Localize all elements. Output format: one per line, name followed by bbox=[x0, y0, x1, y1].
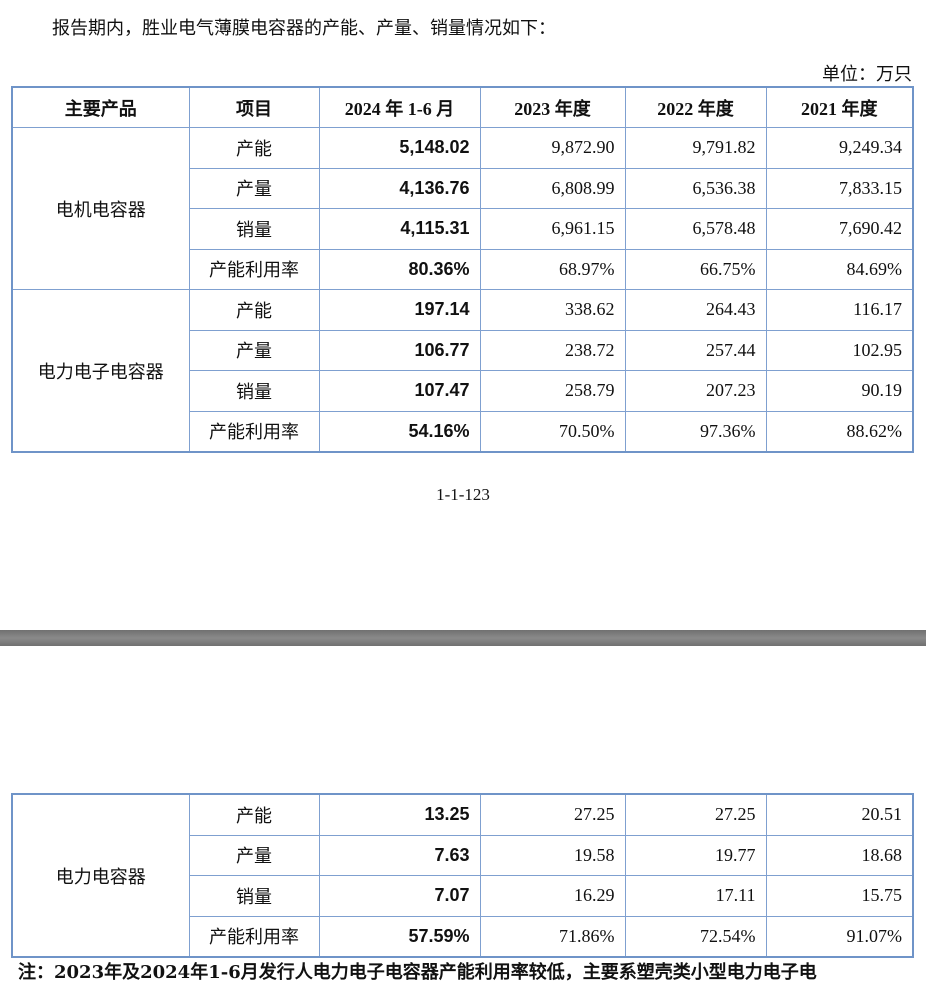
table-row: 产能利用率 57.59% 71.86% 72.54% 91.07% bbox=[12, 915, 914, 958]
value-cell: 4,115.31 bbox=[318, 208, 481, 250]
value-cell: 13.25 bbox=[318, 793, 481, 836]
value-cell: 84.69% bbox=[765, 248, 914, 290]
value-cell: 54.16% bbox=[318, 410, 481, 453]
value-cell: 238.72 bbox=[479, 329, 626, 371]
value-cell: 338.62 bbox=[479, 289, 626, 331]
value-cell: 68.97% bbox=[479, 248, 626, 290]
value-cell: 16.29 bbox=[479, 875, 626, 917]
item-label: 产能利用率 bbox=[188, 248, 320, 290]
item-label: 产能利用率 bbox=[188, 410, 320, 453]
table-row: 电力电容器 产能 13.25 27.25 27.25 20.51 bbox=[11, 793, 914, 958]
value-cell: 88.62% bbox=[765, 410, 914, 453]
item-label: 产量 bbox=[188, 329, 320, 371]
value-cell: 106.77 bbox=[318, 329, 481, 371]
value-cell: 27.25 bbox=[479, 793, 626, 836]
footnote: 注：2023年及2024年1-6月发行人电力电子电容器产能利用率较低，主要系塑壳… bbox=[18, 962, 817, 983]
item-label: 产量 bbox=[188, 834, 320, 876]
value-cell: 70.50% bbox=[479, 410, 626, 453]
table-row: 销量 4,115.31 6,961.15 6,578.48 7,690.42 bbox=[12, 208, 914, 250]
product-name: 电机电容器 bbox=[11, 127, 190, 290]
table-row: 产能利用率 54.16% 70.50% 97.36% 88.62% bbox=[12, 410, 914, 453]
item-label: 销量 bbox=[188, 208, 320, 250]
value-cell: 90.19 bbox=[765, 370, 914, 412]
page-number: 1-1-123 bbox=[436, 485, 490, 504]
table-row: 产量 106.77 238.72 257.44 102.95 bbox=[12, 329, 914, 371]
value-cell: 102.95 bbox=[765, 329, 914, 371]
header-2024h1: 2024 年 1-6 月 bbox=[318, 86, 481, 128]
value-cell: 116.17 bbox=[765, 289, 914, 331]
header-2023: 2023 年度 bbox=[479, 86, 626, 128]
table-row: 销量 107.47 258.79 207.23 90.19 bbox=[12, 370, 914, 412]
value-cell: 7,833.15 bbox=[765, 167, 914, 209]
page-separator bbox=[0, 630, 926, 646]
value-cell: 207.23 bbox=[624, 370, 767, 412]
value-cell: 9,791.82 bbox=[624, 127, 767, 169]
value-cell: 27.25 bbox=[624, 793, 767, 836]
value-cell: 6,808.99 bbox=[479, 167, 626, 209]
value-cell: 7.63 bbox=[318, 834, 481, 876]
table-row: 产能利用率 80.36% 68.97% 66.75% 84.69% bbox=[12, 248, 914, 290]
value-cell: 80.36% bbox=[318, 248, 481, 290]
value-cell: 7.07 bbox=[318, 875, 481, 917]
table-header-row: 主要产品 项目 2024 年 1-6 月 2023 年度 2022 年度 202… bbox=[11, 86, 914, 128]
header-2021: 2021 年度 bbox=[765, 86, 914, 128]
value-cell: 57.59% bbox=[318, 915, 481, 958]
product-name: 电力电容器 bbox=[11, 793, 190, 958]
item-label: 产能 bbox=[188, 127, 320, 169]
value-cell: 257.44 bbox=[624, 329, 767, 371]
value-cell: 97.36% bbox=[624, 410, 767, 453]
value-cell: 9,249.34 bbox=[765, 127, 914, 169]
value-cell: 5,148.02 bbox=[318, 127, 481, 169]
value-cell: 71.86% bbox=[479, 915, 626, 958]
value-cell: 6,961.15 bbox=[479, 208, 626, 250]
header-product: 主要产品 bbox=[11, 86, 190, 128]
product-name: 电力电子电容器 bbox=[11, 289, 190, 453]
value-cell: 17.11 bbox=[624, 875, 767, 917]
item-label: 产能 bbox=[188, 289, 320, 331]
value-cell: 6,578.48 bbox=[624, 208, 767, 250]
value-cell: 6,536.38 bbox=[624, 167, 767, 209]
value-cell: 19.58 bbox=[479, 834, 626, 876]
capacity-table: 主要产品 项目 2024 年 1-6 月 2023 年度 2022 年度 202… bbox=[11, 86, 914, 453]
value-cell: 19.77 bbox=[624, 834, 767, 876]
header-2022: 2022 年度 bbox=[624, 86, 767, 128]
unit-label: 单位：万只 bbox=[822, 64, 912, 85]
capacity-table-continued: 电力电容器 产能 13.25 27.25 27.25 20.51 产量 7.63 19.58 19… bbox=[11, 793, 914, 958]
item-label: 销量 bbox=[188, 370, 320, 412]
value-cell: 72.54% bbox=[624, 915, 767, 958]
value-cell: 9,872.90 bbox=[479, 127, 626, 169]
value-cell: 18.68 bbox=[765, 834, 914, 876]
item-label: 产能利用率 bbox=[188, 915, 320, 958]
item-label: 产能 bbox=[188, 793, 320, 836]
value-cell: 91.07% bbox=[765, 915, 914, 958]
table-row: 电机电容器 产能 5,148.02 9,872.90 9,791.82 9,249.34 bbox=[11, 127, 914, 290]
value-cell: 15.75 bbox=[765, 875, 914, 917]
value-cell: 4,136.76 bbox=[318, 167, 481, 209]
table-row: 产量 4,136.76 6,808.99 6,536.38 7,833.15 bbox=[12, 167, 914, 209]
value-cell: 258.79 bbox=[479, 370, 626, 412]
value-cell: 7,690.42 bbox=[765, 208, 914, 250]
value-cell: 107.47 bbox=[318, 370, 481, 412]
item-label: 销量 bbox=[188, 875, 320, 917]
value-cell: 264.43 bbox=[624, 289, 767, 331]
header-item: 项目 bbox=[188, 86, 320, 128]
item-label: 产量 bbox=[188, 167, 320, 209]
value-cell: 20.51 bbox=[765, 793, 914, 836]
intro-text: 报告期内，胜业电气薄膜电容器的产能、产量、销量情况如下： bbox=[52, 18, 556, 39]
table-row: 电力电子电容器 产能 197.14 338.62 264.43 116.17 bbox=[11, 289, 914, 453]
value-cell: 66.75% bbox=[624, 248, 767, 290]
value-cell: 197.14 bbox=[318, 289, 481, 331]
